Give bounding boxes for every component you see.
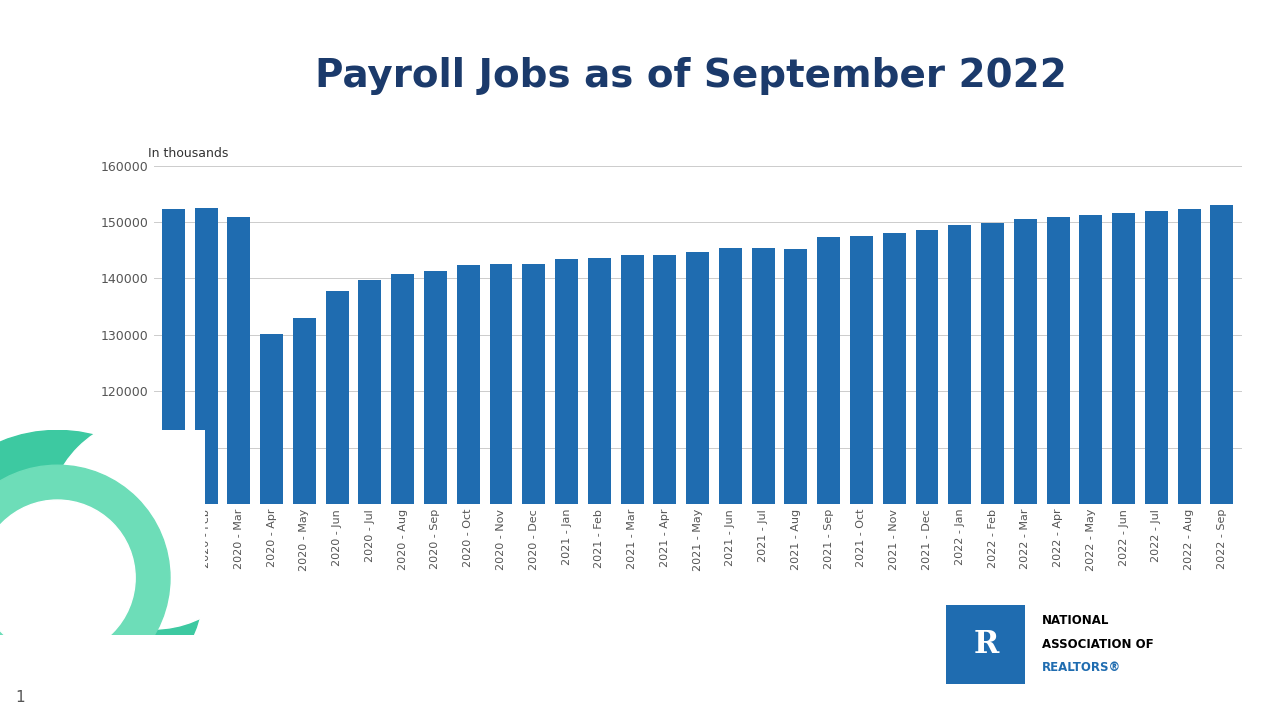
Circle shape <box>0 431 205 720</box>
Bar <box>588 258 611 720</box>
Bar <box>1144 211 1167 720</box>
Bar <box>785 248 808 720</box>
Bar <box>457 265 480 720</box>
Bar <box>325 291 348 720</box>
Bar <box>392 274 415 720</box>
Bar <box>719 248 742 720</box>
Bar <box>980 223 1004 720</box>
Bar <box>751 248 774 720</box>
Circle shape <box>0 465 170 690</box>
Bar <box>195 208 218 720</box>
Bar <box>489 264 512 720</box>
Bar <box>1079 215 1102 720</box>
Bar <box>850 236 873 720</box>
Text: 1: 1 <box>15 690 26 705</box>
Bar <box>653 255 676 720</box>
Bar <box>556 258 579 720</box>
Bar <box>817 238 840 720</box>
Bar <box>424 271 447 720</box>
Text: NATIONAL: NATIONAL <box>1042 614 1110 628</box>
Bar <box>621 255 644 720</box>
Text: REALTORS®: REALTORS® <box>1042 661 1121 675</box>
Bar <box>1047 217 1070 720</box>
Bar <box>686 252 709 720</box>
Bar <box>260 333 283 720</box>
Text: ASSOCIATION OF: ASSOCIATION OF <box>1042 638 1153 651</box>
Bar <box>522 264 545 720</box>
Bar <box>1211 205 1234 720</box>
Bar <box>1178 210 1201 720</box>
Text: Payroll Jobs as of September 2022: Payroll Jobs as of September 2022 <box>315 57 1068 94</box>
Bar <box>1112 213 1135 720</box>
Bar <box>883 233 906 720</box>
FancyBboxPatch shape <box>946 605 1025 684</box>
Text: In thousands: In thousands <box>148 147 229 160</box>
Circle shape <box>47 416 260 629</box>
Bar <box>1014 219 1037 720</box>
Bar <box>161 209 184 720</box>
Text: R: R <box>973 629 998 660</box>
Bar <box>293 318 316 720</box>
Bar <box>228 217 251 720</box>
Circle shape <box>0 500 136 656</box>
Bar <box>358 281 381 720</box>
Bar <box>948 225 972 720</box>
Bar <box>915 230 938 720</box>
